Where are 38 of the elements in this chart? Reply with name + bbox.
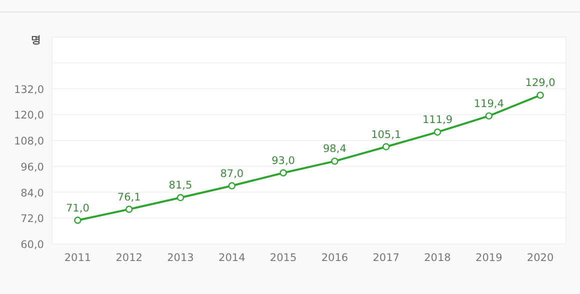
x-tick-label: 2019 xyxy=(476,252,502,264)
point xyxy=(434,128,442,136)
y-tick-label: 108,0 xyxy=(14,136,44,148)
data-label: 111,9 xyxy=(422,114,453,126)
point xyxy=(485,112,492,120)
point xyxy=(228,182,236,190)
y-tick-label: 72,0 xyxy=(20,213,44,226)
y-tick-label: 120,0 xyxy=(14,110,44,122)
point xyxy=(536,92,544,99)
point xyxy=(280,169,287,176)
x-tick-label: 2015 xyxy=(270,252,297,264)
data-label: 76,1 xyxy=(117,191,141,204)
point xyxy=(176,194,184,202)
point xyxy=(74,216,82,224)
y-tick-label: 96,0 xyxy=(20,161,44,174)
x-tick-label: 2012 xyxy=(116,252,142,264)
data-label: 98,4 xyxy=(323,143,347,156)
y-tick-label: 60,0 xyxy=(20,239,44,251)
data-label: 119,4 xyxy=(474,98,504,110)
y-axis-title: 명 xyxy=(31,35,41,46)
x-tick-label: 2013 xyxy=(167,252,194,264)
data-label: 105,1 xyxy=(371,128,402,141)
data-label: 129,0 xyxy=(525,77,556,90)
point xyxy=(126,206,133,213)
x-tick-label: 2018 xyxy=(424,252,451,264)
point xyxy=(331,158,338,165)
x-tick-label: 2016 xyxy=(321,252,348,264)
data-label: 81,5 xyxy=(168,180,192,192)
y-tick-label: 84,0 xyxy=(20,187,44,200)
x-tick-label: 2020 xyxy=(526,252,554,264)
data-label: 87,0 xyxy=(220,168,244,180)
x-tick-label: 2017 xyxy=(372,252,400,264)
y-tick-label: 132,0 xyxy=(14,84,44,96)
x-tick-label: 2014 xyxy=(218,252,246,264)
data-label: 93,0 xyxy=(272,154,295,167)
point xyxy=(382,143,390,150)
data-label: 71,0 xyxy=(66,202,90,214)
x-tick-label: 2011 xyxy=(64,252,92,264)
